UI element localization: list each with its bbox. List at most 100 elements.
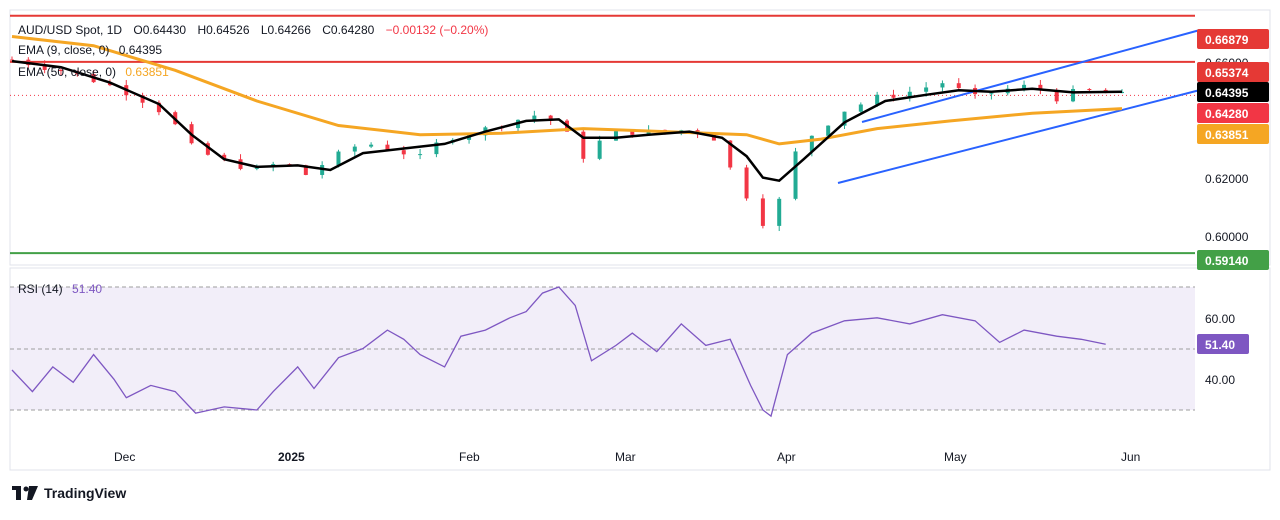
ema50-legend-value: 0.63851 [125, 65, 169, 79]
tag-last-price-label: 0.64280 [1205, 107, 1249, 121]
x-tick-2025: 2025 [278, 450, 305, 464]
rsi-value-tag-label: 51.40 [1205, 338, 1235, 352]
candle-body [222, 154, 227, 160]
candle-body [744, 167, 749, 199]
candle[interactable] [42, 60, 47, 74]
candle[interactable] [418, 148, 423, 160]
candle[interactable] [956, 78, 961, 92]
branding-label: TradingView [44, 485, 127, 501]
ema50-line[interactable] [11, 35, 1123, 146]
tag-ema50: 0.63851 [1197, 124, 1269, 144]
tag-resistance-1: 0.66879 [1197, 29, 1269, 49]
candle-body [418, 154, 423, 156]
candle[interactable] [597, 135, 602, 161]
open-value: O0.64430 [133, 23, 186, 37]
candle[interactable] [613, 130, 618, 141]
candle-body [156, 102, 161, 113]
candle-body [581, 131, 586, 159]
x-tick-feb: Feb [459, 450, 480, 464]
candle[interactable] [760, 194, 765, 229]
candle[interactable] [352, 144, 357, 157]
candle-body [10, 59, 14, 61]
candle-body [1022, 84, 1027, 89]
tag-resistance-2: 0.65374 [1197, 62, 1269, 82]
symbol-title: AUD/USD Spot, 1D O0.64430 H0.64526 L0.64… [18, 23, 488, 37]
candle-body [809, 135, 814, 152]
candle-body [434, 142, 439, 155]
rsi-line[interactable] [11, 286, 1106, 418]
channel-lower-line[interactable] [837, 89, 1201, 184]
candle-body [548, 115, 553, 121]
rsi-legend-label: RSI (14) [18, 282, 63, 296]
change-value: −0.00132 (−0.20%) [386, 23, 489, 37]
candle[interactable] [58, 68, 63, 76]
candle-body [1071, 89, 1076, 102]
candle[interactable] [369, 142, 374, 149]
candle-body [989, 93, 994, 95]
candle[interactable] [1038, 79, 1043, 95]
candle-body [940, 83, 945, 88]
tag-support-label: 0.59140 [1205, 254, 1249, 268]
candle[interactable] [793, 147, 798, 201]
candle-body [956, 83, 961, 89]
rsi-tick-60: 60.00 [1205, 312, 1235, 326]
x-tick-dec: Dec [114, 450, 135, 464]
candle[interactable] [826, 125, 831, 137]
candle-body [1087, 89, 1092, 91]
price-tick-62000: 0.62000 [1205, 172, 1249, 186]
ema9-line[interactable] [11, 59, 1123, 183]
candle-body [303, 165, 308, 175]
candle-body [826, 125, 831, 136]
candle-body [205, 143, 210, 155]
candle-body [385, 144, 390, 151]
candle-body [777, 198, 782, 226]
candle[interactable] [140, 92, 145, 108]
tag-resistance-1-label: 0.66879 [1205, 33, 1249, 47]
candle[interactable] [1071, 85, 1076, 103]
candle-body [532, 115, 537, 120]
ema9-legend-value: 0.64395 [119, 43, 163, 57]
price-tick-60000: 0.60000 [1205, 230, 1249, 244]
candle-body [613, 131, 618, 141]
candle-body [924, 87, 929, 92]
candle-body [907, 91, 912, 98]
ema50-legend: EMA (50, close, 0) 0.63851 [18, 65, 169, 79]
candle-body [58, 69, 63, 71]
ema9-legend-label: EMA (9, close, 0) [18, 43, 109, 57]
branding[interactable]: TradingView [12, 485, 126, 501]
low-value: L0.64266 [261, 23, 311, 37]
high-value: H0.64526 [197, 23, 249, 37]
candle-body [728, 140, 733, 168]
candle[interactable] [842, 111, 847, 129]
candle[interactable] [10, 56, 14, 61]
candle[interactable] [581, 127, 586, 163]
tradingview-logo-icon [12, 486, 38, 500]
close-value: C0.64280 [322, 23, 374, 37]
channel-upper-line[interactable] [861, 29, 1201, 123]
x-tick-jun: Jun [1121, 450, 1140, 464]
candle-body [760, 198, 765, 226]
ema9-legend: EMA (9, close, 0) 0.64395 [18, 43, 162, 57]
candle[interactable] [940, 80, 945, 92]
candle-body [842, 111, 847, 126]
candle[interactable] [744, 164, 749, 201]
candle-body [1054, 90, 1059, 102]
ema50-legend-label: EMA (50, close, 0) [18, 65, 116, 79]
candle-body [352, 146, 357, 152]
rsi-tick-40: 40.00 [1205, 373, 1235, 387]
x-tick-may: May [944, 450, 967, 464]
tag-ema50-label: 0.63851 [1205, 128, 1249, 142]
candle[interactable] [1087, 88, 1092, 91]
tag-ema9: 0.64395 [1197, 82, 1269, 102]
candle-body [630, 131, 635, 135]
price-pane[interactable] [9, 9, 1271, 266]
x-tick-mar: Mar [615, 450, 636, 464]
candle[interactable] [434, 138, 439, 158]
candle[interactable] [989, 92, 994, 100]
candle-body [875, 94, 880, 105]
candle[interactable] [777, 196, 782, 232]
candle[interactable] [907, 86, 912, 102]
candle[interactable] [205, 141, 210, 156]
